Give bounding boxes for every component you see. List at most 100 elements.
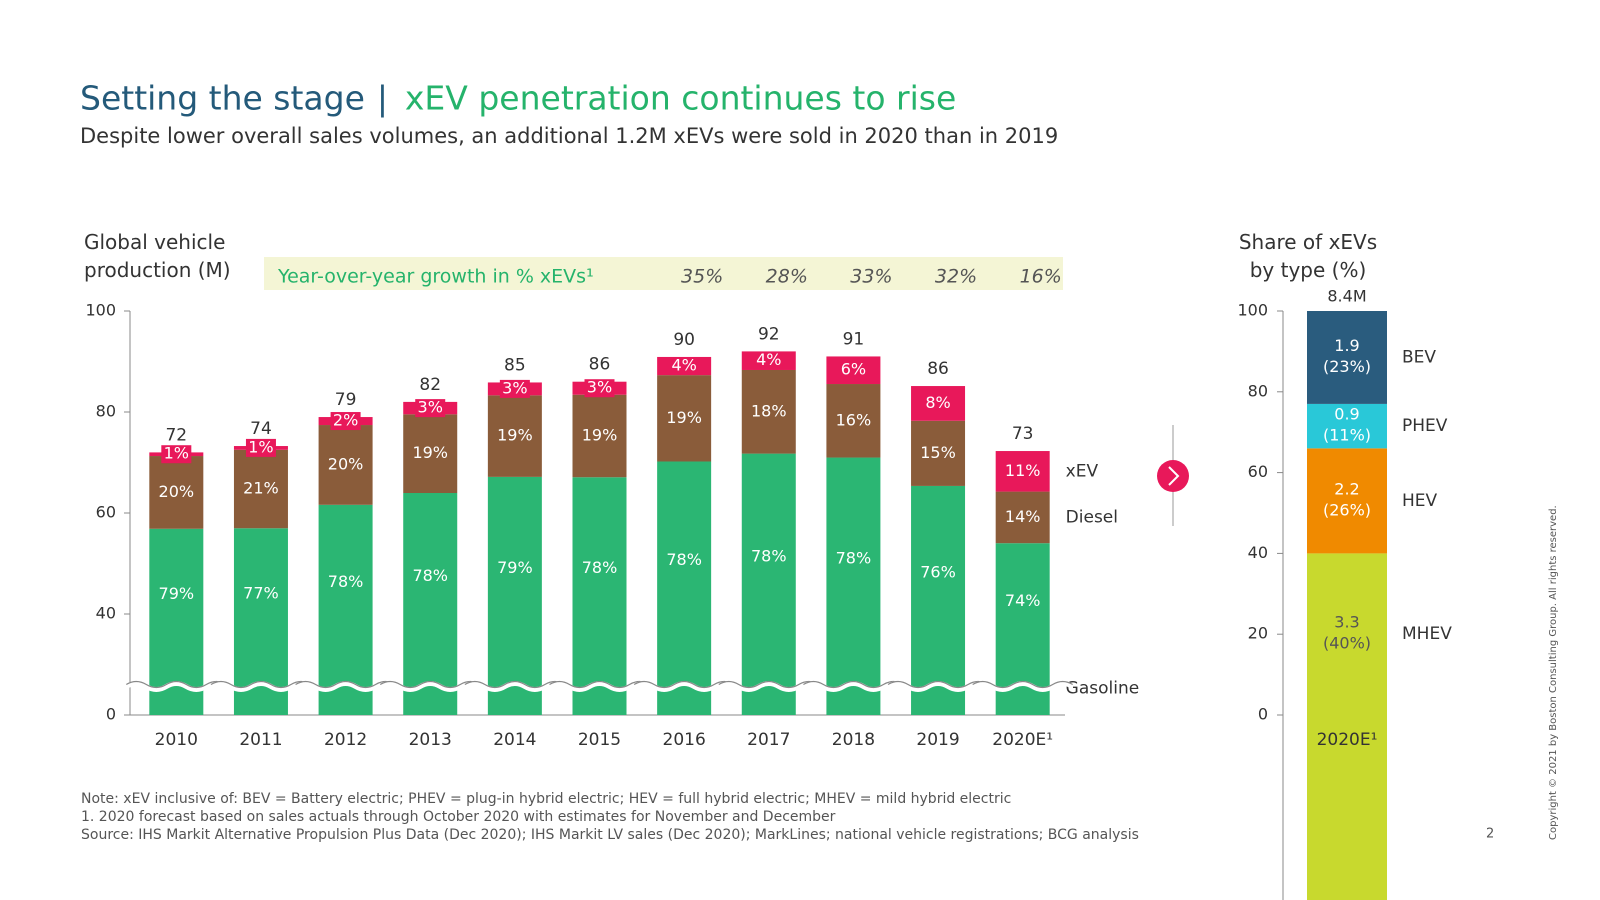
bar-segment	[995, 491, 1050, 544]
value-label: 77%	[243, 584, 279, 603]
bar-segment	[1307, 311, 1387, 404]
bar-segment	[657, 375, 712, 462]
value-label-bg	[415, 399, 446, 418]
x-tick-label: 2017	[747, 730, 790, 750]
growth-value: 35%	[681, 266, 723, 288]
total-label: 86	[589, 355, 611, 375]
value-label: 6%	[841, 360, 866, 379]
title: Setting the stage	[80, 79, 365, 118]
bar-segment	[572, 477, 627, 715]
bar-segment	[826, 457, 881, 715]
value-label: 3%	[502, 378, 527, 397]
y-tick-label: 60	[1248, 462, 1268, 481]
bar-segment	[487, 395, 542, 477]
value-label: (23%)	[1323, 357, 1371, 376]
copyright: Copyright © 2021 by Boston Consulting Gr…	[1548, 505, 1559, 840]
y-tick-label: 80	[96, 402, 116, 421]
value-label: 78%	[412, 566, 448, 585]
growth-title: Year-over-year growth in % xEVs¹	[277, 266, 594, 288]
value-label: 78%	[751, 546, 787, 565]
arrow-icon	[1157, 460, 1189, 492]
total-label: 72	[165, 425, 187, 445]
y-tick-label: 60	[96, 503, 116, 522]
separator: |	[377, 79, 388, 118]
value-label: 4%	[671, 356, 696, 375]
headline: xEV penetration continues to rise	[405, 79, 956, 118]
x-tick-label: 2020E¹	[992, 730, 1053, 750]
volume-label: 0.9	[1334, 405, 1359, 424]
total-label: 73	[1012, 424, 1034, 444]
bar-segment	[911, 485, 966, 715]
bar-segment	[403, 493, 458, 715]
axis-break-line	[549, 680, 650, 689]
value-label-bg	[753, 351, 784, 370]
bar-segment	[826, 384, 881, 458]
growth-value: 28%	[766, 266, 808, 288]
total-label: 91	[843, 329, 865, 349]
right-title: Share of xEVs by type (%)	[1238, 230, 1378, 282]
legend-label: Gasoline	[1066, 679, 1140, 699]
total-label: 74	[250, 419, 272, 439]
axis-break-line	[718, 680, 820, 689]
value-label: 21%	[243, 479, 279, 498]
value-label: 3%	[587, 378, 612, 397]
bar-segment	[911, 386, 966, 421]
total-label: 8.4M	[1327, 287, 1366, 306]
value-label: 19%	[666, 408, 702, 427]
value-label: 3%	[418, 398, 443, 417]
y-tick-label: 100	[85, 301, 116, 320]
axis-break	[209, 681, 313, 692]
axis-break-line	[887, 680, 989, 689]
axis-break	[886, 681, 990, 692]
axis-break-line	[379, 680, 481, 689]
x-tick-label: 2014	[493, 730, 536, 750]
growth-value: 16%	[1020, 266, 1062, 288]
y-tick-label: 40	[96, 604, 116, 623]
axis-break	[717, 681, 821, 692]
value-label: 78%	[836, 548, 872, 567]
value-label-bg	[330, 412, 361, 431]
page-number: 2	[1486, 827, 1494, 842]
x-tick-label: 2020E¹	[1317, 730, 1378, 750]
x-tick-label: 2013	[409, 730, 452, 750]
volume-label: 3.3	[1334, 613, 1359, 632]
axis-break	[802, 681, 905, 692]
note: Note: xEV inclusive of: BEV = Battery el…	[81, 791, 1012, 807]
value-label: 78%	[582, 558, 618, 577]
value-label: 79%	[497, 558, 533, 577]
axis-break-line	[633, 680, 735, 689]
axis-break	[378, 681, 482, 692]
x-tick-label: 2016	[663, 730, 706, 750]
bar-segment	[318, 504, 373, 715]
x-tick-label: 2015	[578, 730, 621, 750]
bar-segment	[572, 394, 627, 478]
volume-label: 2.2	[1334, 479, 1359, 498]
value-label: 78%	[328, 572, 364, 591]
legend-label: xEV	[1066, 461, 1099, 481]
value-label: 20%	[159, 482, 195, 501]
segment-name: MHEV	[1402, 624, 1452, 644]
value-label: 16%	[836, 410, 872, 429]
subtitle: Despite lower overall sales volumes, an …	[80, 124, 1058, 148]
total-label: 79	[335, 390, 357, 410]
bar-segment	[657, 461, 712, 715]
arrow-chevron	[1168, 466, 1180, 486]
axis-break-line	[464, 680, 566, 689]
bar-segment	[1307, 553, 1387, 715]
bar-extension	[1307, 715, 1387, 900]
growth-value: 33%	[850, 266, 892, 288]
y-tick-label: 0	[1258, 705, 1268, 724]
bar-segment	[911, 420, 966, 486]
y-tick-label: 20	[1248, 624, 1268, 643]
axis-break-line	[972, 680, 1073, 689]
y-tick-label: 40	[1248, 543, 1268, 562]
y-tick-label: 100	[1237, 301, 1268, 320]
value-label: 4%	[756, 350, 781, 369]
value-label: 20%	[328, 454, 364, 473]
x-tick-label: 2018	[832, 730, 875, 750]
value-label: 74%	[1005, 591, 1041, 610]
bar-segment	[741, 369, 796, 454]
value-label: (11%)	[1323, 426, 1371, 445]
value-label: 19%	[497, 426, 533, 445]
value-label: 19%	[412, 443, 448, 462]
